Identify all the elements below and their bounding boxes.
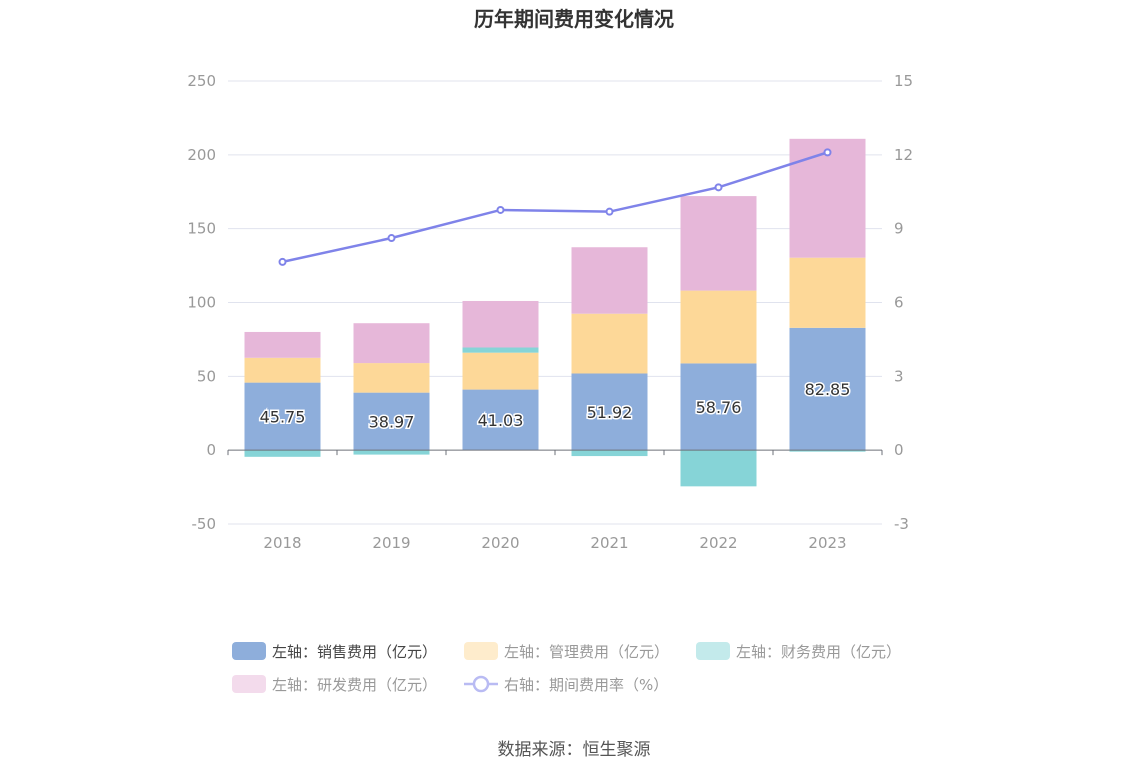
legend-label: 左轴：财务费用（亿元） — [736, 643, 901, 661]
bar-segment — [789, 138, 866, 258]
y-right-tick-label: 6 — [894, 294, 904, 312]
y-axis-left: 250 200 150 100 50 0 -50 — [187, 72, 216, 533]
y-left-tick-label: 150 — [187, 220, 216, 238]
bar-segment — [571, 450, 648, 457]
legend-label: 右轴：期间费用率（%） — [504, 676, 668, 694]
bar-segment — [789, 257, 866, 328]
chart-title: 历年期间费用变化情况 — [474, 7, 674, 31]
rate-line — [278, 148, 832, 266]
y-right-tick-label: 0 — [894, 441, 904, 459]
y-axis-right: 15 12 9 6 3 0 -3 — [894, 72, 913, 533]
bar-segment — [244, 450, 321, 457]
x-tick-label: 2019 — [372, 534, 410, 552]
bar-value-label: 41.03 — [478, 411, 524, 430]
source-note: 数据来源：恒生聚源 — [498, 740, 651, 760]
bar-segment — [462, 389, 539, 451]
y-left-tick-label: -50 — [192, 515, 217, 533]
y-left-tick-label: 250 — [187, 72, 216, 90]
rate-point — [496, 205, 505, 214]
legend-item[interactable]: 左轴：销售费用（亿元） — [232, 642, 437, 661]
legend-swatch-icon — [232, 675, 266, 693]
y-left-tick-label: 100 — [187, 294, 216, 312]
bars — [244, 138, 866, 487]
bar-segment — [353, 450, 430, 455]
bar-segment — [244, 331, 321, 358]
rate-point — [714, 183, 723, 192]
x-tick-label: 2020 — [481, 534, 519, 552]
bar-segment — [789, 327, 866, 451]
legend-label: 左轴：销售费用（亿元） — [272, 643, 437, 661]
y-right-tick-label: 12 — [894, 146, 913, 164]
bar-segment — [462, 347, 539, 353]
rate-point — [278, 257, 287, 266]
legend-swatch-icon — [232, 642, 266, 660]
rate-point — [387, 234, 396, 243]
data-labels: 45.75 38.97 41.03 51.92 58.76 82.85 — [258, 378, 852, 432]
grid — [228, 80, 882, 525]
y-right-tick-label: 3 — [894, 367, 904, 385]
bar-segment — [571, 247, 648, 314]
bar-segment — [680, 196, 757, 291]
bar-segment — [353, 392, 430, 451]
legend-item[interactable]: 左轴：管理费用（亿元） — [464, 642, 669, 661]
y-left-tick-label: 50 — [197, 367, 216, 385]
bar-segment — [462, 300, 539, 348]
x-axis: 2018 2019 2020 2021 2022 2023 — [227, 449, 883, 552]
bar-segment — [353, 363, 430, 393]
bar-segment — [244, 357, 321, 383]
y-right-tick-label: -3 — [894, 515, 909, 533]
bar-segment — [462, 352, 539, 390]
legend-label: 左轴：研发费用（亿元） — [272, 676, 437, 694]
bar-value-label: 38.97 — [369, 412, 415, 431]
legend-label: 左轴：管理费用（亿元） — [504, 643, 669, 661]
bar-segment — [244, 382, 321, 451]
bar-segment — [353, 323, 430, 364]
legend-swatch-icon — [464, 642, 498, 660]
bar-segment — [680, 290, 757, 364]
bar-value-label: 58.76 — [696, 398, 742, 417]
x-tick-label: 2021 — [590, 534, 628, 552]
legend-item[interactable]: 右轴：期间费用率（%） — [464, 675, 668, 694]
bar-value-label: 82.85 — [805, 380, 851, 399]
bar-segment — [571, 373, 648, 451]
x-tick-label: 2023 — [808, 534, 846, 552]
rate-line-path — [282, 151, 828, 264]
rate-point — [605, 207, 614, 216]
x-tick-label: 2022 — [699, 534, 737, 552]
bar-segment — [789, 450, 866, 452]
y-right-tick-label: 15 — [894, 72, 913, 90]
legend-item[interactable]: 左轴：研发费用（亿元） — [232, 675, 437, 694]
legend-marker-icon — [472, 675, 490, 693]
legend[interactable]: 左轴：销售费用（亿元） 左轴：管理费用（亿元） 左轴：财务费用（亿元） 左轴：研发费用… — [232, 642, 901, 694]
y-right-tick-label: 9 — [894, 220, 904, 238]
bar-segment — [680, 363, 757, 451]
y-left-tick-label: 200 — [187, 146, 216, 164]
bar-segment — [571, 313, 648, 374]
bar-value-label: 45.75 — [260, 407, 306, 426]
rate-point — [823, 148, 832, 157]
bar-segment — [680, 450, 757, 487]
bar-value-label: 51.92 — [587, 403, 633, 422]
x-tick-label: 2018 — [263, 534, 301, 552]
y-left-tick-label: 0 — [206, 441, 216, 459]
legend-swatch-icon — [696, 642, 730, 660]
legend-item[interactable]: 左轴：财务费用（亿元） — [696, 642, 901, 661]
